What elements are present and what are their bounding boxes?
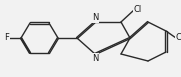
Text: N: N <box>92 54 98 63</box>
Text: N: N <box>92 13 98 22</box>
Text: F: F <box>4 33 9 43</box>
Text: Cl: Cl <box>134 5 142 14</box>
Text: Cl: Cl <box>176 33 181 43</box>
